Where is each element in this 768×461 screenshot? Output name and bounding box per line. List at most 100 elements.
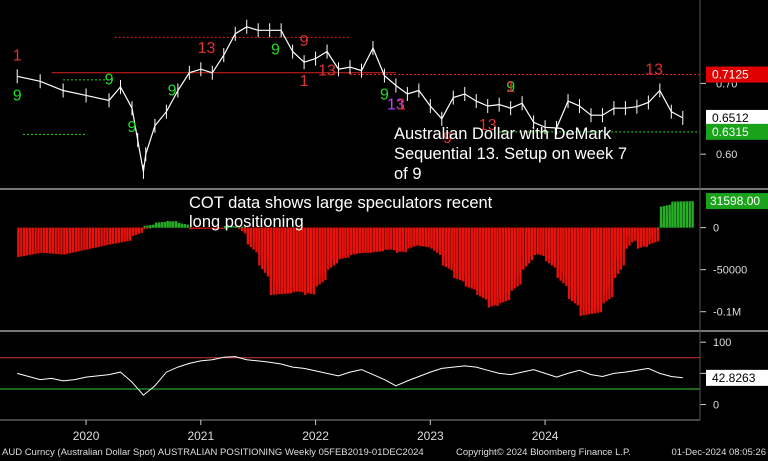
cot-bar: [229, 226, 232, 228]
cot-bar: [593, 227, 597, 310]
cot-bar: [129, 227, 132, 238]
cot-last-tag: [706, 193, 768, 210]
cot-bar: [172, 221, 175, 228]
demark-count-label: 9: [506, 79, 515, 96]
cot-bar: [235, 226, 238, 228]
cot-bar: [562, 227, 565, 284]
cot-bar: [355, 227, 359, 253]
cot-bar: [628, 227, 631, 238]
cot-bar: [547, 227, 551, 264]
cot-annotation: COT data shows large speculators recent …: [189, 194, 493, 231]
cot-bar: [86, 227, 89, 250]
cot-bar: [318, 227, 321, 276]
rsi-y-tick-label: 0: [713, 400, 719, 412]
cot-bar: [685, 201, 689, 228]
cot-bar: [175, 222, 178, 228]
cot-bar: [137, 227, 141, 231]
cot-bar: [57, 227, 60, 255]
cot-bar: [17, 227, 20, 258]
cot-bar: [94, 227, 98, 248]
cot-bar: [550, 227, 554, 266]
cot-bar: [20, 227, 23, 257]
cot-positioning-panel: 0 -50000 -0.1M 31598.00: [17, 193, 768, 319]
cot-bar: [134, 227, 138, 235]
cot-bar: [648, 227, 651, 241]
cot-bar: [40, 227, 43, 253]
cot-bar: [444, 227, 448, 268]
cot-bar: [54, 227, 57, 254]
cot-bar: [218, 227, 221, 229]
cot-bar: [154, 222, 158, 228]
cot-bar: [160, 222, 164, 228]
cot-bar: [659, 206, 663, 228]
cot-bar: [461, 227, 465, 282]
cot-bar: [370, 227, 373, 253]
cot-bar: [157, 222, 161, 228]
cot-bar: [436, 227, 439, 253]
cot-bar: [48, 227, 52, 254]
cot-bar: [100, 227, 103, 247]
cot-bar: [60, 227, 63, 255]
cot-bar: [166, 220, 169, 228]
cot-bar: [493, 227, 496, 306]
cot-bar: [688, 201, 691, 228]
cot-bar: [275, 227, 278, 295]
cot-bar: [677, 201, 680, 228]
cot-bar: [464, 227, 468, 287]
rsi-panel: 100 0 42.8263: [0, 337, 768, 412]
cot-bar: [301, 227, 304, 293]
cot-bar: [281, 227, 284, 294]
cot-bar: [312, 227, 316, 289]
cot-bar: [361, 227, 364, 253]
cot-bar: [636, 227, 640, 249]
cot-bar: [398, 227, 402, 252]
cot-bar: [335, 227, 339, 260]
cot-bar: [249, 227, 252, 248]
cot-bar: [502, 227, 505, 297]
cot-bar: [329, 227, 333, 261]
cot-bar: [579, 227, 582, 316]
cot-bar: [327, 227, 330, 262]
cot-bar: [413, 227, 416, 245]
cot-bar: [197, 227, 201, 229]
cot-bar: [407, 227, 410, 245]
x-axis-label: 2024: [532, 429, 559, 443]
cot-bar: [269, 227, 273, 295]
footer-security: AUD Curncy (Australian Dollar Spot) AUST…: [2, 447, 424, 458]
cot-bar: [654, 227, 657, 232]
cot-bar: [542, 227, 545, 257]
cot-bar: [651, 227, 654, 237]
rsi-last-tag: [706, 369, 768, 386]
cot-bar: [51, 227, 55, 254]
cot-bar: [25, 227, 29, 256]
cot-bar: [206, 227, 209, 229]
cot-bar: [372, 227, 376, 252]
cot-bar: [266, 227, 270, 277]
cot-bar: [545, 227, 548, 262]
cot-bar: [321, 227, 324, 274]
cot-bar: [418, 227, 422, 247]
cot-bar: [585, 227, 588, 315]
cot-bar: [588, 227, 591, 315]
cot-bar: [525, 227, 528, 257]
cot-bar: [453, 227, 456, 279]
cot-bar: [263, 227, 267, 273]
cot-bar: [192, 227, 195, 230]
cot-bar: [481, 227, 485, 299]
cot-bar: [496, 227, 499, 305]
cot-bar: [387, 227, 390, 250]
cot-bar: [111, 227, 115, 244]
cot-bar: [226, 226, 230, 228]
cot-bar: [590, 227, 594, 312]
cot-bar: [215, 227, 218, 229]
cot-bar: [195, 227, 198, 230]
cot-bar: [183, 224, 186, 228]
cot-bar: [289, 227, 293, 293]
cot-bar: [530, 227, 534, 256]
cot-bar: [255, 227, 258, 253]
cot-bar: [123, 227, 126, 240]
cot-bar: [570, 227, 574, 302]
cot-bar: [332, 227, 336, 261]
